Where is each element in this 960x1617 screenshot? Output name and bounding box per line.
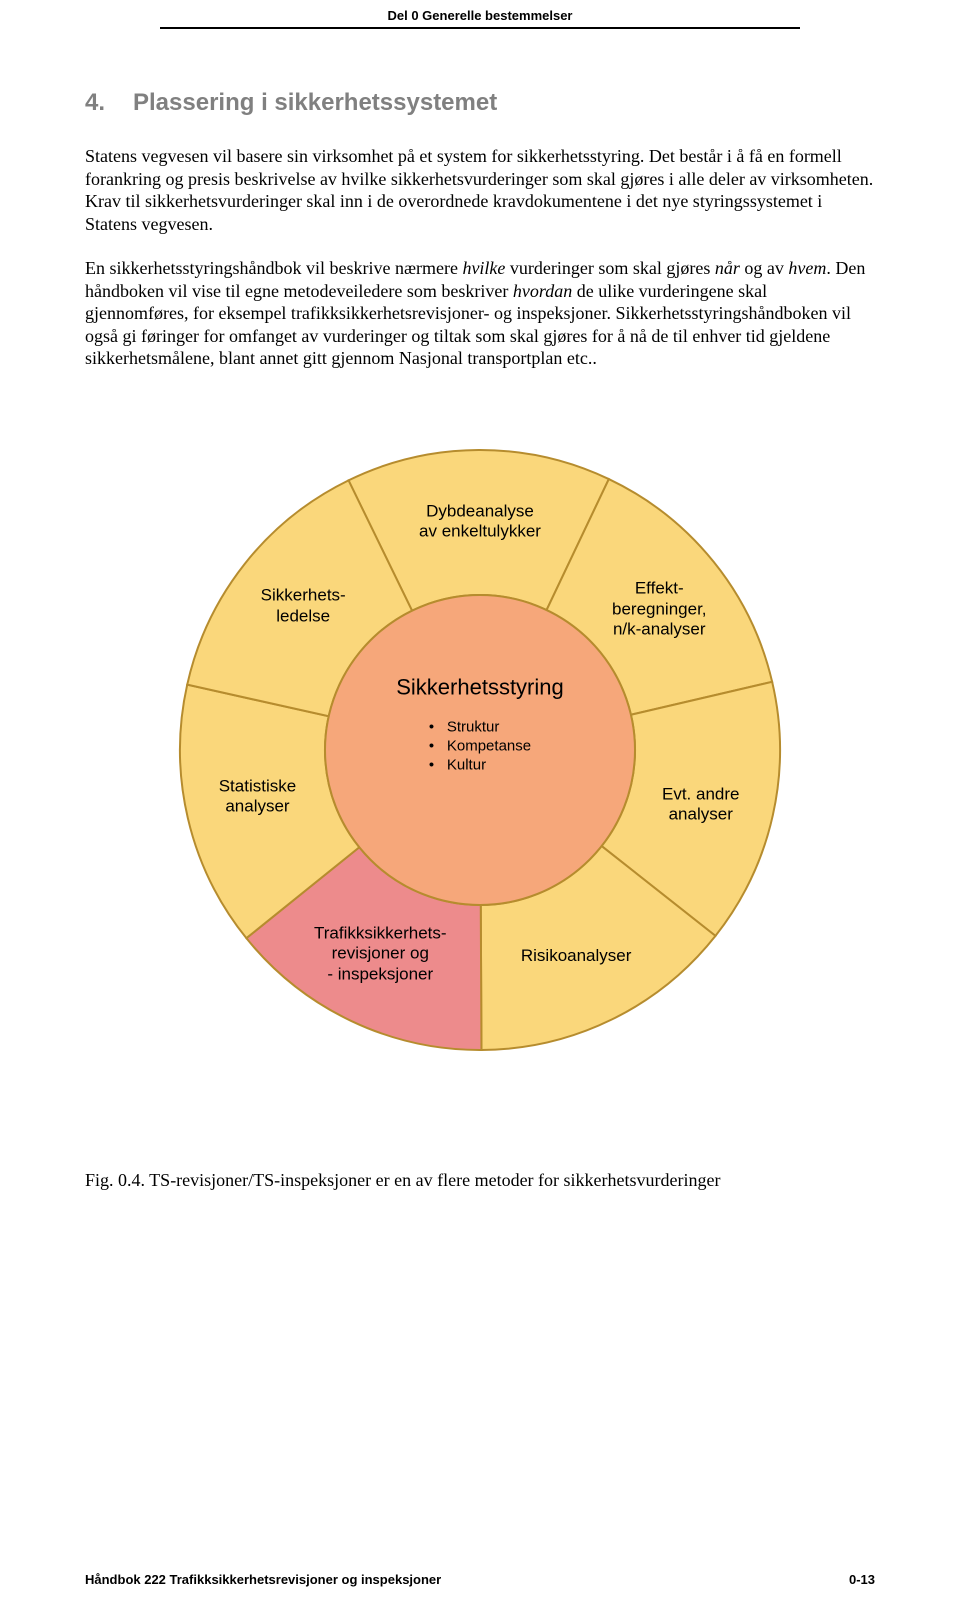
segment-label: Evt. andreanalyser (611, 784, 791, 825)
center-label: Sikkerhetsstyring Struktur Kompetanse Kultu… (350, 674, 610, 775)
diagram-container: Dybdeanalyseav enkeltulykker Effekt-bereg… (85, 440, 875, 1060)
figure-caption: Fig. 0.4. TS-revisjoner/TS-inspeksjoner … (85, 1170, 875, 1191)
page-footer: Håndbok 222 Trafikksikkerhetsrevisjoner … (85, 1572, 875, 1587)
header-text: Del 0 Generelle bestemmelser (388, 8, 573, 23)
center-bullet: Kompetanse (429, 737, 531, 754)
p2-f: hvem (788, 258, 826, 278)
segment-label: Risikoanalyser (486, 945, 666, 965)
segment-label: Dybdeanalyseav enkeltulykker (390, 502, 570, 543)
p1-text: Statens vegvesen vil basere sin virksomh… (85, 146, 873, 234)
caption-text: Fig. 0.4. TS-revisjoner/TS-inspeksjoner … (85, 1170, 720, 1190)
p2-d: når (715, 258, 740, 278)
p2-h: hvordan (513, 281, 572, 301)
segment-label: Trafikksikkerhets-revisjoner og- inspeks… (290, 923, 470, 984)
paragraph-1: Statens vegvesen vil basere sin virksomh… (85, 145, 875, 235)
p2-c: vurderinger som skal gjøres (505, 258, 714, 278)
segment-label: Sikkerhets-ledelse (213, 586, 393, 627)
paragraph-2: En sikkerhetsstyringshåndbok vil beskriv… (85, 257, 875, 370)
section-number: 4. (85, 89, 133, 117)
section-title: Plassering i sikkerhetssystemet (133, 89, 497, 116)
center-bullet: Struktur (429, 718, 531, 735)
segment-label: Effekt-beregninger,n/k-analyser (569, 579, 749, 640)
center-bullet-list: Struktur Kompetanse Kultur (429, 718, 531, 775)
p2-b: hvilke (462, 258, 505, 278)
segment-label: Statistiskeanalyser (167, 776, 347, 817)
page-content: 4.Plassering i sikkerhetssystemet Staten… (85, 29, 875, 1191)
safety-wheel-diagram: Dybdeanalyseav enkeltulykker Effekt-bereg… (170, 440, 790, 1060)
p2-e: og av (740, 258, 789, 278)
footer-right: 0-13 (849, 1572, 875, 1587)
section-heading: 4.Plassering i sikkerhetssystemet (85, 89, 875, 117)
footer-left: Håndbok 222 Trafikksikkerhetsrevisjoner … (85, 1572, 441, 1587)
page-header: Del 0 Generelle bestemmelser (160, 0, 800, 29)
center-bullet: Kultur (429, 756, 531, 773)
center-title: Sikkerhetsstyring (350, 674, 610, 700)
p2-a: En sikkerhetsstyringshåndbok vil beskriv… (85, 258, 462, 278)
